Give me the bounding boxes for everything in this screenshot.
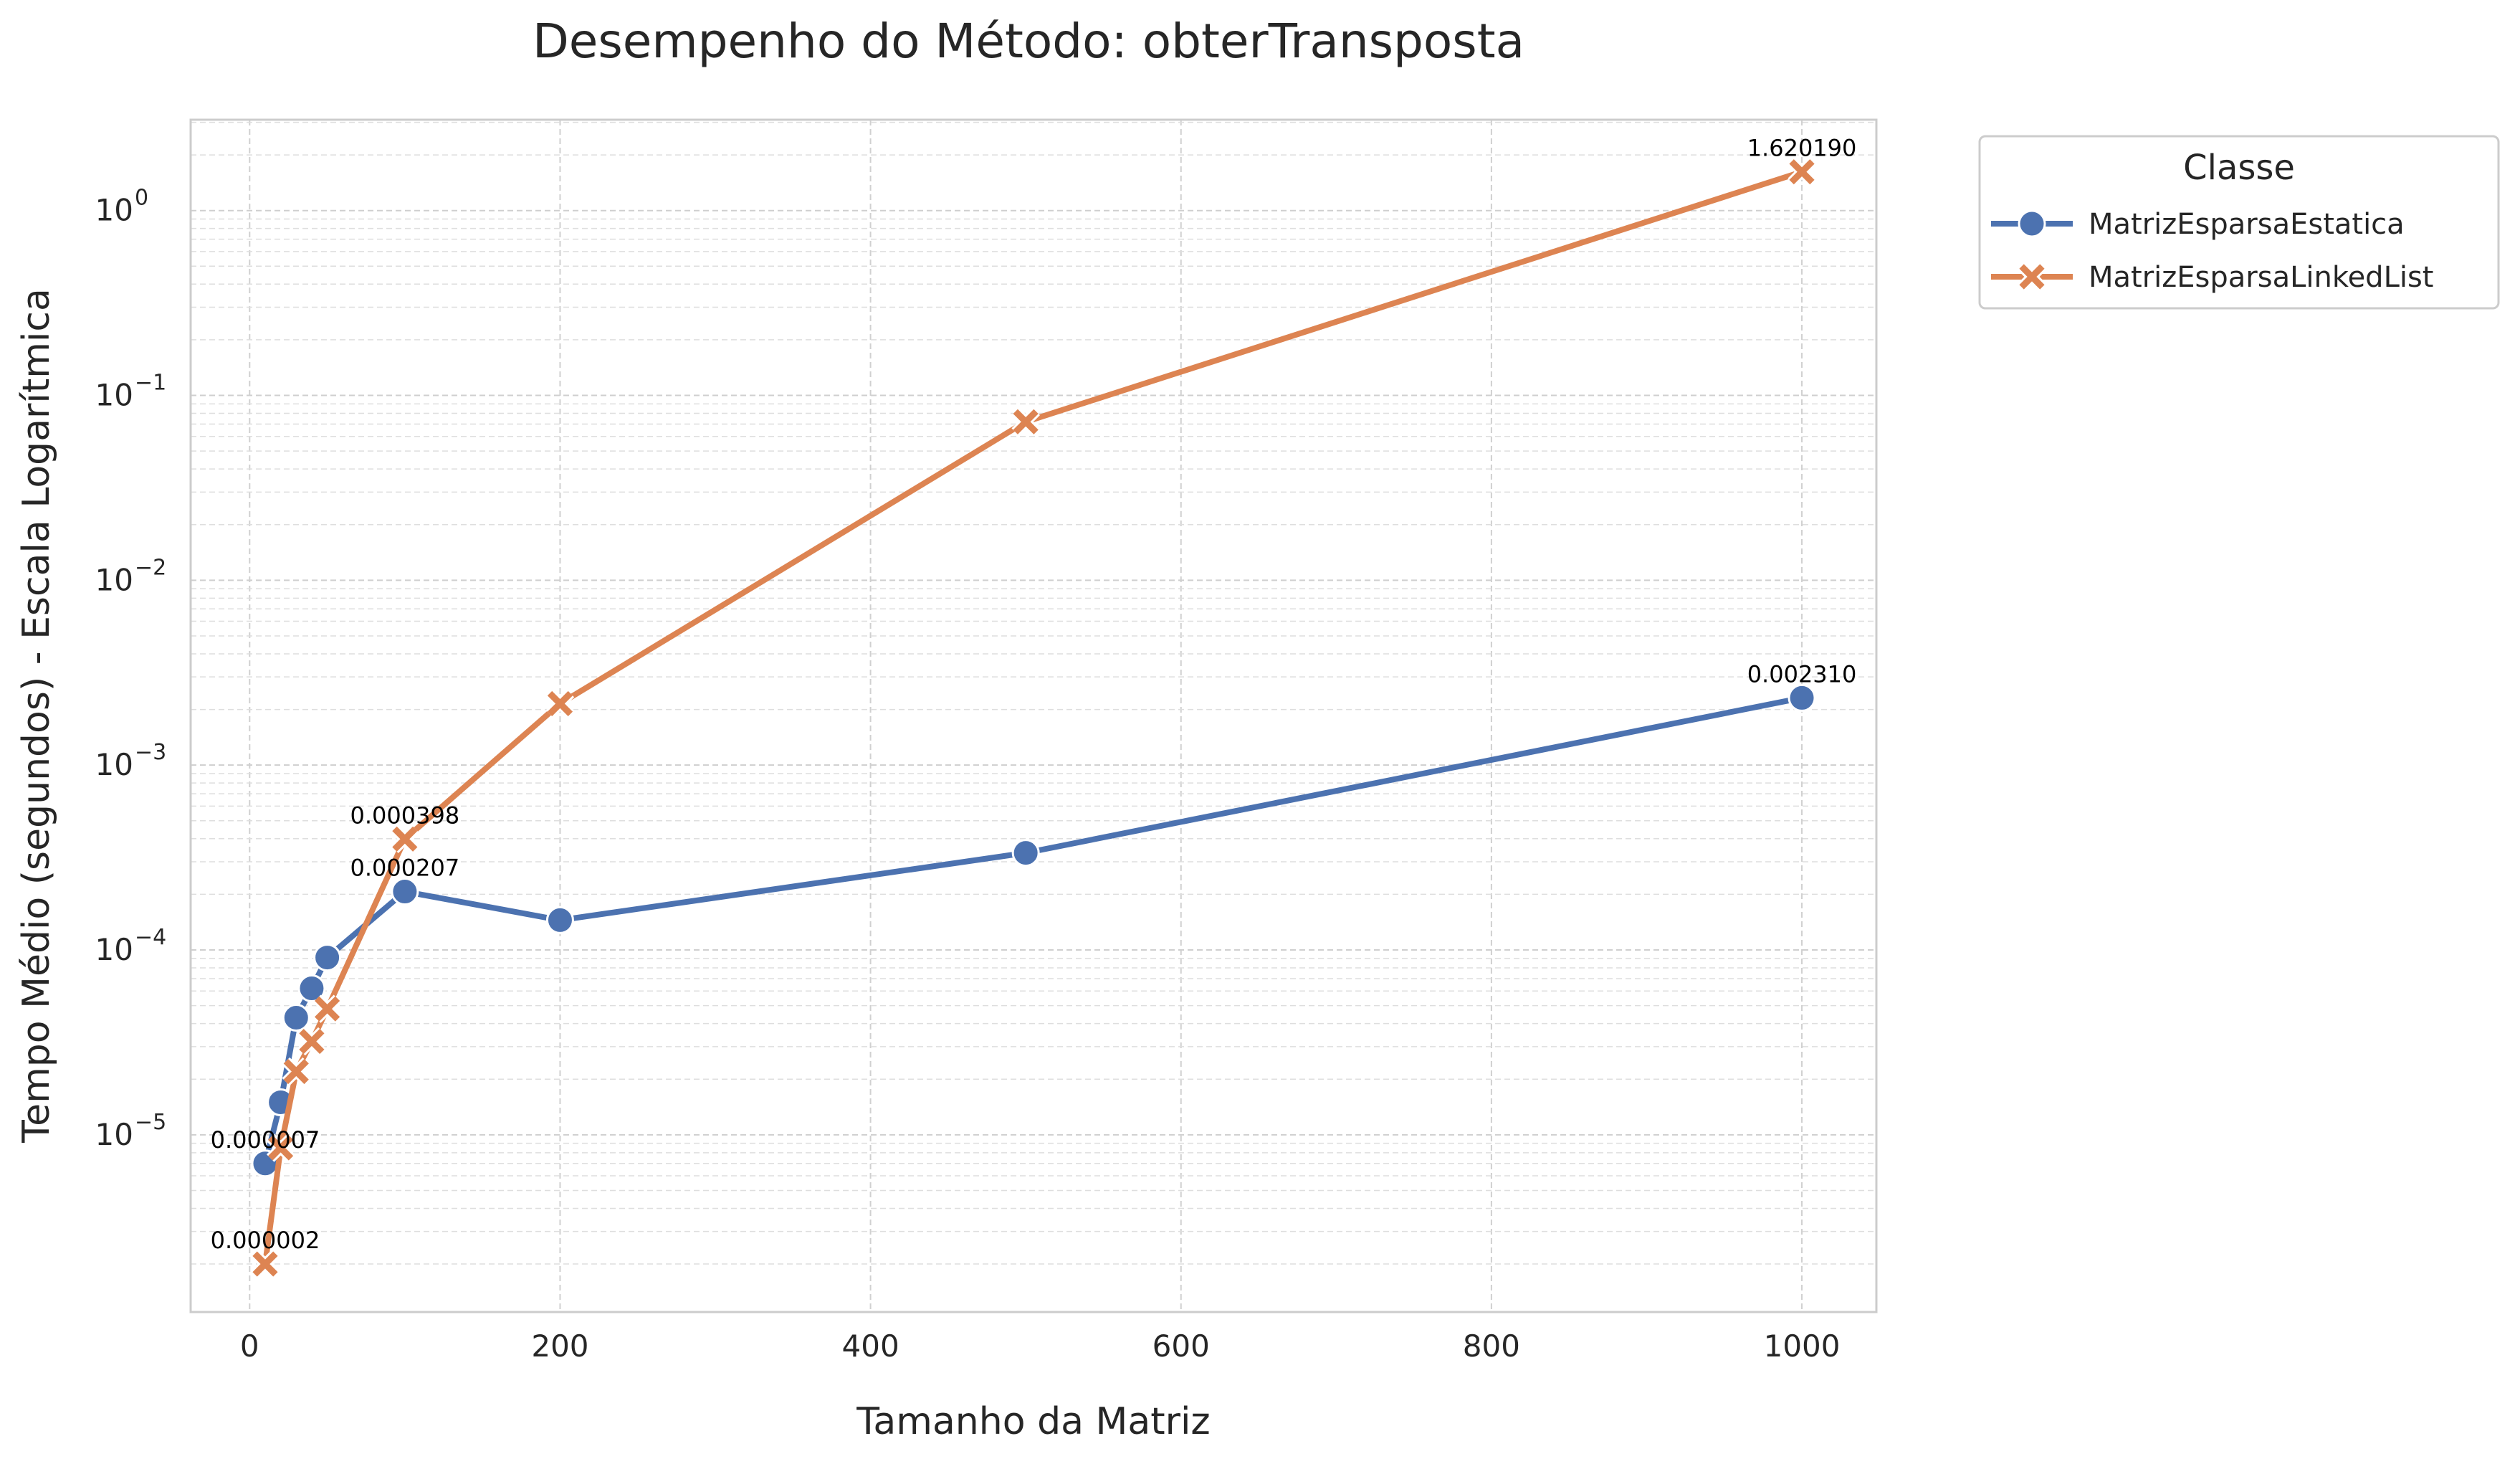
y-tick-label: 10	[95, 562, 133, 597]
data-point	[1011, 407, 1040, 437]
marker-cross	[547, 690, 573, 717]
data-point	[391, 824, 419, 854]
data-label: 0.000398	[350, 802, 460, 829]
annotation-layer: 0.000007 0.000002 0.000398 0.000207 0.002310…	[211, 135, 1857, 1254]
series-line	[262, 695, 1805, 1166]
marker-cross	[252, 1251, 278, 1277]
data-point	[1788, 683, 1816, 712]
data-point	[1788, 157, 1816, 186]
legend: Classe MatrizEsparsaEstaticaMatrizEspars…	[1978, 135, 2500, 310]
marker-cross	[1013, 409, 1039, 434]
legend-label: MatrizEsparsaEstatica	[2089, 208, 2405, 241]
legend-title: Classe	[2183, 148, 2295, 188]
legend-frame	[1978, 135, 2500, 310]
y-tick-exponent: −4	[135, 925, 166, 950]
data-point	[1011, 839, 1040, 868]
series-line	[262, 168, 1805, 1268]
legend-label: MatrizEsparsaLinkedList	[2089, 261, 2433, 294]
marker-cross	[392, 826, 418, 852]
data-point	[282, 1057, 310, 1086]
y-tick-exponent: −3	[135, 740, 166, 765]
x-tick-label: 600	[1152, 1328, 1210, 1364]
y-tick-exponent: −1	[135, 371, 166, 396]
x-tick-layer: 0 200 400 600 800 1000	[240, 1328, 1841, 1364]
marker-cross	[315, 996, 340, 1022]
grid-layer	[191, 120, 1876, 1312]
series-MatrizEsparsaLinkedList	[251, 157, 1816, 1278]
x-tick-label: 400	[842, 1328, 899, 1364]
y-tick-label: 10	[95, 747, 133, 782]
y-tick-exponent: −2	[135, 555, 166, 580]
chart-title: Desempenho do Método: obterTransposta	[533, 14, 1524, 69]
data-point	[297, 974, 326, 1003]
x-tick-label: 800	[1463, 1328, 1520, 1364]
marker-cross	[1789, 159, 1815, 185]
data-label: 0.000007	[211, 1126, 320, 1154]
data-label: 0.002310	[1747, 660, 1857, 688]
x-tick-label: 200	[531, 1328, 588, 1364]
data-point	[545, 689, 575, 718]
series-MatrizEsparsaEstatica	[251, 683, 1816, 1178]
legend-item: MatrizEsparsaEstatica	[1991, 208, 2405, 241]
data-point	[312, 994, 342, 1023]
data-label: 1.620190	[1747, 135, 1857, 162]
data-point	[297, 1027, 326, 1056]
legend-marker	[2018, 262, 2046, 291]
data-point	[545, 906, 574, 934]
marker-cross	[283, 1058, 309, 1085]
marker-cross	[268, 1135, 294, 1161]
y-tick-label: 10	[95, 1117, 133, 1152]
data-point	[313, 943, 342, 972]
y-tick-exponent: −5	[135, 1110, 166, 1135]
plot-frame	[189, 118, 1878, 1313]
y-tick-exponent: 0	[135, 186, 148, 211]
y-tick-label: 10	[95, 193, 133, 228]
data-point	[391, 878, 419, 906]
data-point	[282, 1004, 310, 1032]
y-tick-label: 10	[95, 932, 133, 967]
legend-items: MatrizEsparsaEstatica MatrizEsparsaLinked…	[1991, 208, 2433, 294]
data-point	[251, 1250, 280, 1278]
data-label: 0.000207	[350, 855, 460, 882]
data-point	[266, 1133, 295, 1162]
x-axis-label: Tamanho da Matriz	[856, 1400, 1210, 1443]
y-axis-label: Tempo Médio (segundos) - Escala Logarítm…	[15, 288, 58, 1144]
x-tick-label: 0	[240, 1328, 259, 1364]
data-label: 0.000002	[211, 1227, 320, 1254]
series-layer	[251, 157, 1816, 1278]
legend-item: MatrizEsparsaLinkedList	[1991, 261, 2433, 294]
marker-cross	[299, 1029, 325, 1055]
x-tick-label: 1000	[1764, 1328, 1841, 1364]
marker-cross	[2019, 264, 2045, 290]
legend-marker	[2018, 209, 2046, 238]
y-tick-label: 10	[95, 378, 133, 413]
